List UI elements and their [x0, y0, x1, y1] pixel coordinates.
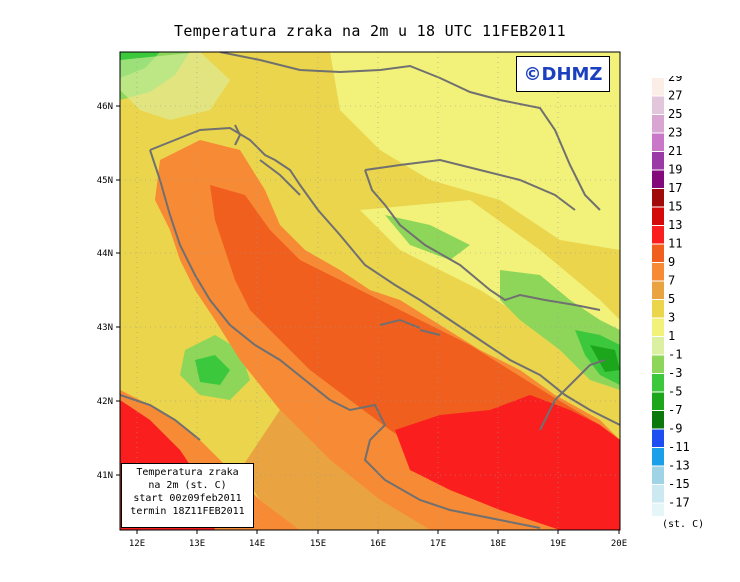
lon-tick-label: 12E [129, 539, 145, 549]
legend-label: 5 [668, 292, 675, 306]
info-box: Temperatura zraka na 2m (st. C) start 00… [121, 463, 254, 528]
lon-tick-label: 13E [189, 539, 205, 549]
legend-swatch [652, 503, 664, 516]
legend-swatch [652, 374, 664, 392]
legend-swatch [652, 318, 664, 336]
legend-label: 17 [668, 181, 682, 195]
lat-tick-label: 44N [97, 249, 113, 259]
tick-marks [116, 105, 620, 534]
legend-swatch [652, 485, 664, 503]
legend-swatch [652, 448, 664, 466]
legend-swatch [652, 207, 664, 225]
legend-swatch [652, 244, 664, 262]
lon-tick-label: 20E [611, 539, 627, 549]
lon-tick-label: 16E [370, 539, 386, 549]
info-line: termin 18Z11FEB2011 [130, 506, 245, 517]
legend-swatch [652, 133, 664, 151]
legend-label: 13 [668, 218, 682, 232]
legend-swatch [652, 281, 664, 299]
legend-label: 9 [668, 255, 675, 269]
legend-label: -5 [668, 385, 682, 399]
lat-tick-label: 45N [97, 176, 113, 186]
legend-swatch [652, 115, 664, 133]
legend-swatch [652, 170, 664, 188]
info-line: start 00z09feb2011 [133, 493, 242, 504]
legend-label: 19 [668, 163, 682, 177]
color-legend: 29 27 25 23 21 19 17 15 13 11 9 7 5 3 1 -1 -3 -5 -7 -9 -11 -1… [652, 76, 690, 516]
lon-tick-label: 18E [490, 539, 506, 549]
lat-tick-label: 42N [97, 397, 113, 407]
legend-units: (st. C) [662, 519, 705, 530]
info-line: Temperatura zraka [136, 467, 239, 478]
legend-swatch [652, 189, 664, 207]
lon-tick-label: 17E [430, 539, 446, 549]
lat-tick-label: 43N [97, 323, 113, 333]
legend-label: 1 [668, 329, 675, 343]
temperature-field [120, 52, 620, 530]
legend-label: -3 [668, 366, 682, 380]
legend-label: 3 [668, 311, 675, 325]
legend-label: 25 [668, 107, 682, 121]
lon-tick-label: 14E [249, 539, 265, 549]
legend-swatch [652, 355, 664, 373]
legend-label: 11 [668, 237, 682, 251]
legend-label: -9 [668, 422, 682, 436]
lat-tick-label: 41N [97, 471, 113, 481]
legend-label: 15 [668, 200, 682, 214]
grid [120, 52, 620, 530]
info-line: na 2m (st. C) [148, 480, 227, 491]
legend-label: -17 [668, 496, 690, 510]
legend-label: -15 [668, 477, 690, 491]
legend-label: 29 [668, 76, 682, 84]
plot-frame [119, 51, 621, 531]
legend-label: 23 [668, 126, 682, 140]
legend-swatch [652, 411, 664, 429]
legend-label: 21 [668, 144, 682, 158]
lat-tick-label: 46N [97, 102, 113, 112]
legend-swatch [652, 429, 664, 447]
legend-swatch [652, 466, 664, 484]
legend-swatch [652, 152, 664, 170]
copyright-badge: ©DHMZ [516, 56, 610, 92]
lon-tick-label: 19E [550, 539, 566, 549]
lon-tick-label: 15E [310, 539, 326, 549]
legend-label: -1 [668, 348, 682, 362]
legend-label: 7 [668, 274, 675, 288]
coastlines [120, 52, 620, 529]
legend-swatch [652, 337, 664, 355]
map-title: Temperatura zraka na 2m u 18 UTC 11FEB20… [174, 22, 566, 40]
legend-swatch [652, 78, 664, 96]
legend-swatch [652, 96, 664, 114]
legend-swatch [652, 226, 664, 244]
legend-label: -11 [668, 440, 690, 454]
legend-swatch [652, 392, 664, 410]
legend-label: -7 [668, 403, 682, 417]
legend-label: 27 [668, 89, 682, 103]
legend-swatch [652, 263, 664, 281]
legend-label: -13 [668, 459, 690, 473]
legend-swatch [652, 300, 664, 318]
